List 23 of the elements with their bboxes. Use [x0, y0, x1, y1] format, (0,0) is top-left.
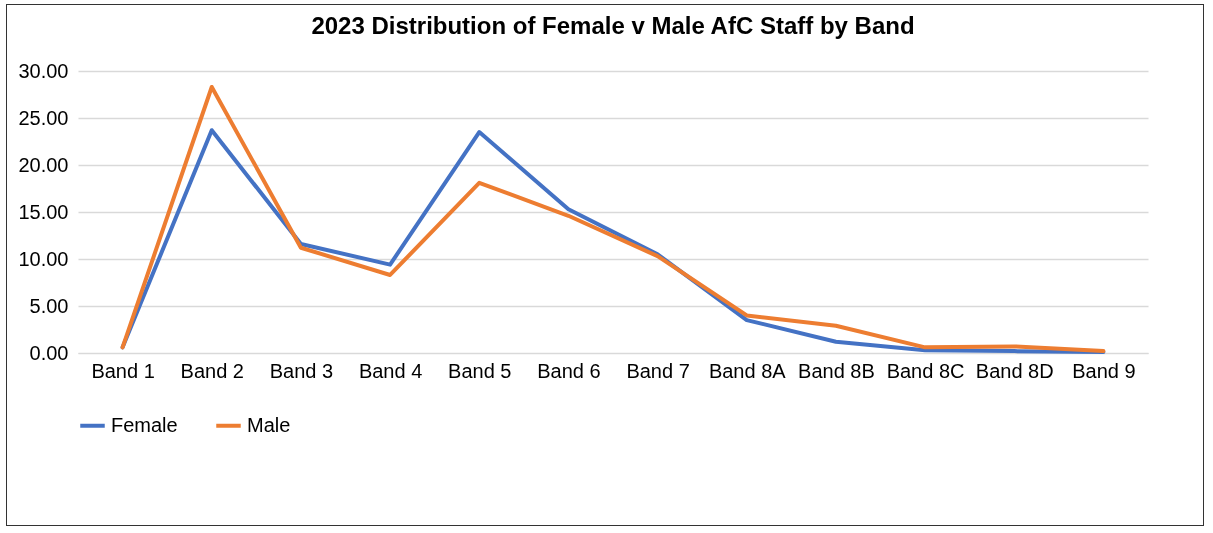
x-tick-label: Band 8C	[886, 359, 965, 382]
x-tick-label: Band 4	[358, 359, 423, 382]
y-tick-label: 10.00	[18, 247, 69, 270]
y-tick-label: 30.00	[18, 59, 69, 82]
y-tick-label: 20.00	[18, 153, 69, 176]
x-tick-label: Band 3	[269, 359, 334, 382]
x-tick-label: Band 6	[537, 359, 601, 382]
y-tick-label: 0.00	[29, 341, 69, 364]
x-tick-label: Band 8A	[708, 359, 787, 382]
y-tick-label: 15.00	[18, 200, 69, 223]
y-tick-label: 25.00	[18, 106, 69, 129]
x-tick-label: Band 7	[626, 359, 690, 382]
x-tick-label: Band 5	[448, 359, 512, 382]
legend-label: Male	[247, 413, 291, 436]
x-tick-label: Band 8D	[975, 359, 1054, 382]
legend-label: Female	[111, 413, 178, 436]
x-tick-label: Band 1	[91, 359, 155, 382]
y-tick-label: 5.00	[29, 294, 69, 317]
x-tick-label: Band 9	[1072, 359, 1136, 382]
x-tick-label: Band 8B	[798, 359, 875, 382]
line-series	[120, 84, 1106, 354]
x-tick-label: Band 2	[180, 359, 244, 382]
chart-title: 2023 Distribution of Female v Male AfC Staff by Band	[311, 12, 915, 39]
